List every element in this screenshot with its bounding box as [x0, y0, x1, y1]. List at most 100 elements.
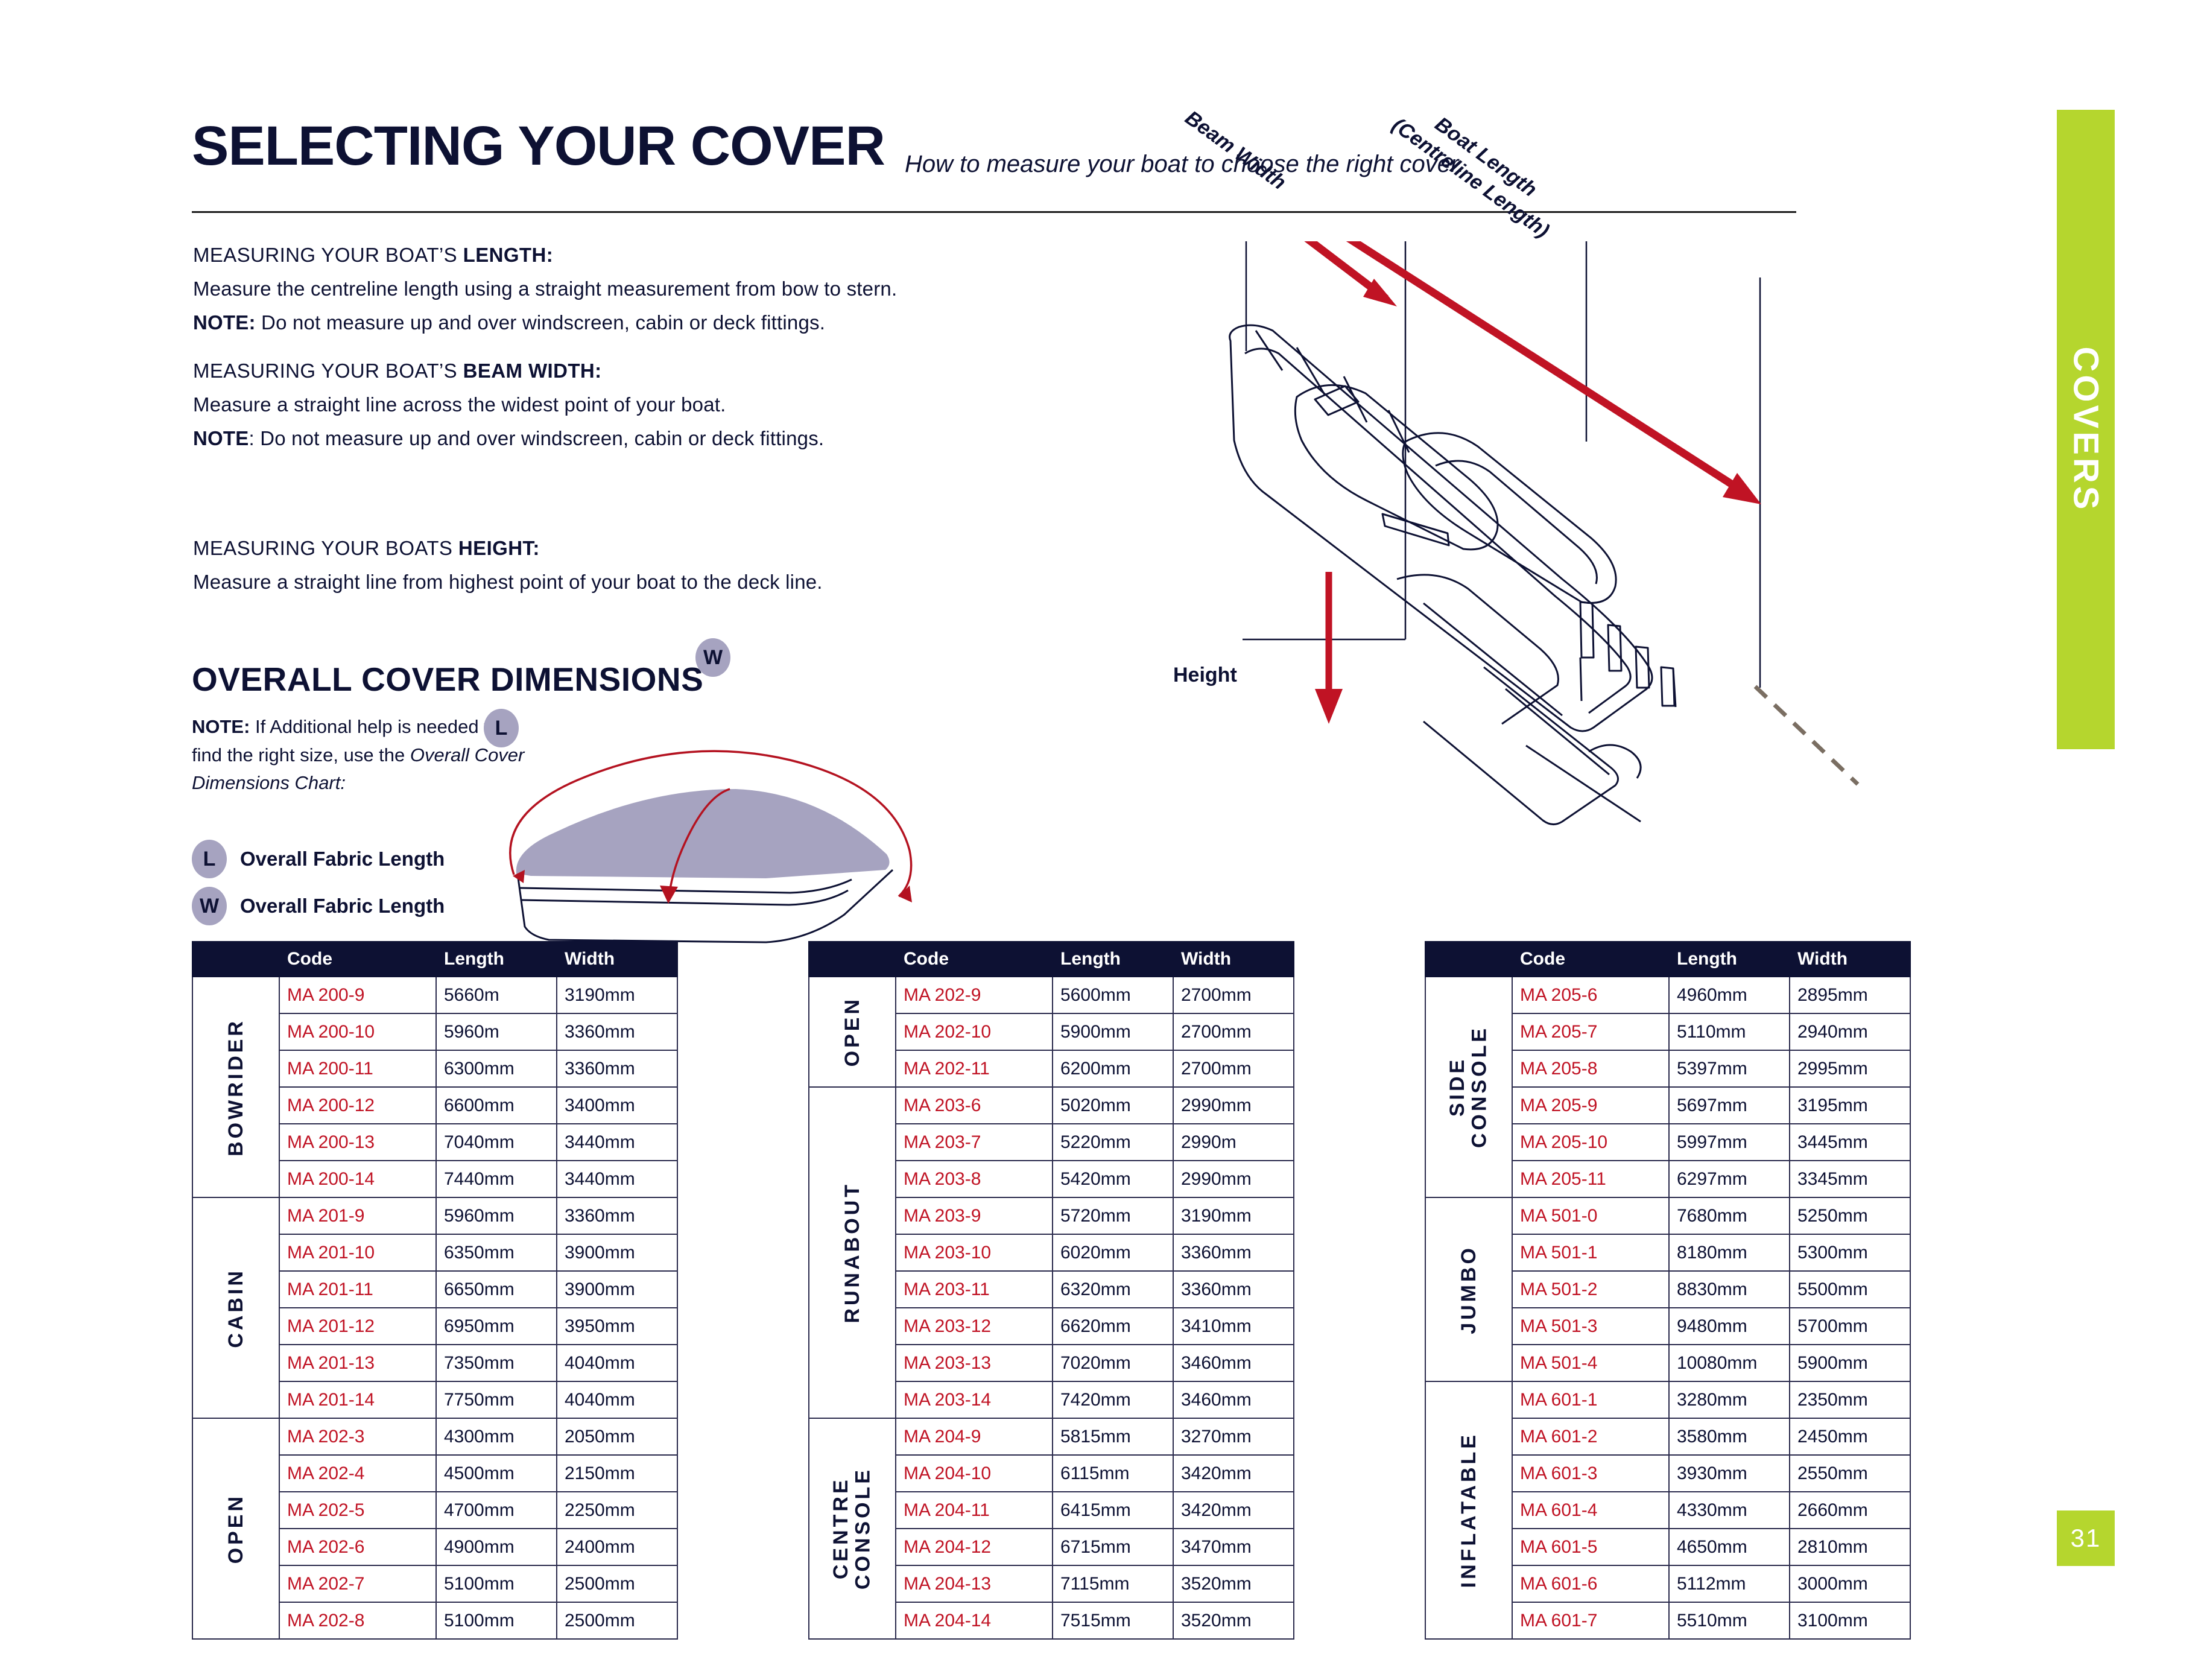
- cell-width: 2895mm: [1789, 976, 1911, 1014]
- column-header-length: Length: [1052, 941, 1174, 977]
- table-row[interactable]: MA 203-8 5420mm 2990mm: [809, 1160, 1294, 1198]
- table-header-row: Code Length Width: [192, 941, 678, 977]
- table-row[interactable]: MA 205-9 5697mm 3195mm: [1425, 1086, 1911, 1124]
- category-label: SIDE CONSOLE: [1446, 1025, 1491, 1149]
- table-row[interactable]: MA 601-5 4650mm 2810mm: [1425, 1528, 1911, 1566]
- dimensions-table-side-console-jumbo-inflatable: Code Length Width SIDE CONSOLE MA 205-6 4960m…: [1425, 941, 1911, 1640]
- table-row[interactable]: MA 204-10 6115mm 3420mm: [809, 1454, 1294, 1492]
- cell-width: 2500mm: [556, 1565, 678, 1603]
- table-row[interactable]: BOWRIDER MA 200-9 5660m 3190mm: [192, 976, 678, 1198]
- table: Code Length Width OPEN MA 202-9 5600mm 2700mm M…: [808, 941, 1294, 1640]
- table-row[interactable]: OPEN MA 202-3 4300mm 2050mm: [192, 1418, 678, 1640]
- table-row[interactable]: INFLATABLE MA 601-1 3280mm 2350mm: [1425, 1381, 1911, 1640]
- cell-code: MA 200-14: [279, 1160, 437, 1198]
- boat-cover-illustration: L W: [484, 638, 941, 947]
- measuring-length-block: MEASURING YOUR BOAT’S LENGTH: Measure th…: [193, 244, 1037, 334]
- hull-line-1: [519, 878, 852, 894]
- table-row[interactable]: MA 501-1 8180mm 5300mm: [1425, 1234, 1911, 1272]
- cell-length: 5960mm: [435, 1197, 557, 1235]
- cell-code: MA 203-6: [895, 1086, 1053, 1124]
- cell-width: 3270mm: [1173, 1418, 1294, 1456]
- table-row[interactable]: MA 601-6 5112mm 3000mm: [1425, 1565, 1911, 1603]
- cell-length: 5112mm: [1668, 1565, 1790, 1603]
- cell-width: 2400mm: [556, 1528, 678, 1566]
- table-row[interactable]: MA 202-8 5100mm 2500mm: [192, 1602, 678, 1640]
- table-row[interactable]: MA 202-5 4700mm 2250mm: [192, 1491, 678, 1529]
- table-row[interactable]: JUMBO MA 501-0 7680mm 5250mm: [1425, 1197, 1911, 1382]
- cell-code: MA 204-14: [895, 1602, 1053, 1640]
- table-row[interactable]: MA 205-11 6297mm 3345mm: [1425, 1160, 1911, 1198]
- table-row[interactable]: MA 200-11 6300mm 3360mm: [192, 1050, 678, 1088]
- table-row[interactable]: MA 202-6 4900mm 2400mm: [192, 1528, 678, 1566]
- legend-item-length: L Overall Fabric Length: [192, 840, 445, 878]
- table-row[interactable]: OPEN MA 202-9 5600mm 2700mm: [808, 976, 1294, 1088]
- table-row[interactable]: RUNABOUT MA 203-6 5020mm 2990mm: [808, 1086, 1294, 1419]
- category-label: CABIN: [224, 1267, 247, 1348]
- table-row[interactable]: MA 205-10 5997mm 3445mm: [1425, 1123, 1911, 1161]
- table-row[interactable]: MA 501-2 8830mm 5500mm: [1425, 1270, 1911, 1308]
- table-row[interactable]: SIDE CONSOLE MA 205-6 4960mm 2895mm: [1425, 976, 1911, 1198]
- cell-length: 7350mm: [435, 1344, 557, 1382]
- table-row[interactable]: MA 204-11 6415mm 3420mm: [809, 1491, 1294, 1529]
- table-row[interactable]: MA 203-13 7020mm 3460mm: [809, 1344, 1294, 1382]
- table-row[interactable]: MA 201-12 6950mm 3950mm: [192, 1307, 678, 1345]
- cell-width: 3460mm: [1173, 1344, 1294, 1382]
- cell-length: 5100mm: [435, 1602, 557, 1640]
- table-row[interactable]: MA 201-11 6650mm 3900mm: [192, 1270, 678, 1308]
- cell-width: 5250mm: [1789, 1197, 1911, 1235]
- table-row[interactable]: MA 203-11 6320mm 3360mm: [809, 1270, 1294, 1308]
- table-row[interactable]: MA 200-12 6600mm 3400mm: [192, 1086, 678, 1124]
- illustration-badge-l-icon: L: [484, 709, 519, 747]
- table-row[interactable]: MA 205-8 5397mm 2995mm: [1425, 1050, 1911, 1088]
- table-row[interactable]: MA 201-13 7350mm 4040mm: [192, 1344, 678, 1382]
- table-row[interactable]: MA 204-13 7115mm 3520mm: [809, 1565, 1294, 1603]
- table-row[interactable]: CENTRE CONSOLE MA 204-9 5815mm 3270mm: [808, 1418, 1294, 1640]
- cell-length: 6300mm: [435, 1050, 557, 1088]
- boat-measurement-illustration: Beam Width Boat Length (Centreline Lengt…: [1126, 93, 1864, 881]
- table-row[interactable]: CABIN MA 201-9 5960mm 3360mm: [192, 1197, 678, 1419]
- table-row[interactable]: MA 601-4 4330mm 2660mm: [1425, 1491, 1911, 1529]
- table-row[interactable]: MA 200-14 7440mm 3440mm: [192, 1160, 678, 1198]
- table-row[interactable]: MA 203-9 5720mm 3190mm: [809, 1197, 1294, 1235]
- table-row[interactable]: MA 204-12 6715mm 3470mm: [809, 1528, 1294, 1566]
- cell-width: 3420mm: [1173, 1491, 1294, 1529]
- table-row[interactable]: MA 202-11 6200mm 2700mm: [809, 1050, 1294, 1088]
- table-row[interactable]: MA 202-4 4500mm 2150mm: [192, 1454, 678, 1492]
- category-cell: RUNABOUT: [808, 1086, 896, 1419]
- table-row[interactable]: MA 201-10 6350mm 3900mm: [192, 1234, 678, 1272]
- cell-length: 6200mm: [1052, 1050, 1174, 1088]
- cell-length: 6600mm: [435, 1086, 557, 1124]
- table-row[interactable]: MA 601-3 3930mm 2550mm: [1425, 1454, 1911, 1492]
- cell-length: 6415mm: [1052, 1491, 1174, 1529]
- table-row[interactable]: MA 601-2 3580mm 2450mm: [1425, 1418, 1911, 1456]
- table-row[interactable]: MA 203-10 6020mm 3360mm: [809, 1234, 1294, 1272]
- table-row[interactable]: MA 201-14 7750mm 4040mm: [192, 1381, 678, 1419]
- overall-cover-dimensions-note: NOTE: If Additional help is needed to fi…: [192, 716, 525, 793]
- table-row[interactable]: MA 501-4 10080mm 5900mm: [1425, 1344, 1911, 1382]
- cover-fabric-shape: [516, 789, 890, 878]
- table-row[interactable]: MA 203-12 6620mm 3410mm: [809, 1307, 1294, 1345]
- table-row[interactable]: MA 203-7 5220mm 2990m: [809, 1123, 1294, 1161]
- cell-code: MA 601-2: [1512, 1418, 1670, 1456]
- table-row[interactable]: MA 202-10 5900mm 2700mm: [809, 1013, 1294, 1051]
- cell-code: MA 203-7: [895, 1123, 1053, 1161]
- category-label: CENTRE CONSOLE: [829, 1467, 875, 1590]
- cell-length: 5697mm: [1668, 1086, 1790, 1124]
- cell-code: MA 501-2: [1512, 1270, 1670, 1308]
- cell-code: MA 205-7: [1512, 1013, 1670, 1051]
- table-row[interactable]: MA 204-14 7515mm 3520mm: [809, 1602, 1294, 1640]
- cell-code: MA 204-12: [895, 1528, 1053, 1566]
- cell-width: 2150mm: [556, 1454, 678, 1492]
- table-row[interactable]: MA 200-10 5960m 3360mm: [192, 1013, 678, 1051]
- cell-width: 3100mm: [1789, 1602, 1911, 1640]
- table-row[interactable]: MA 501-3 9480mm 5700mm: [1425, 1307, 1911, 1345]
- table-row[interactable]: MA 202-7 5100mm 2500mm: [192, 1565, 678, 1603]
- height-label: Height: [1173, 664, 1237, 686]
- table-row[interactable]: MA 200-13 7040mm 3440mm: [192, 1123, 678, 1161]
- boat-measurement-svg: [1126, 93, 1860, 825]
- cell-code: MA 202-11: [895, 1050, 1053, 1088]
- table-row[interactable]: MA 203-14 7420mm 3460mm: [809, 1381, 1294, 1419]
- table-row[interactable]: MA 601-7 5510mm 3100mm: [1425, 1602, 1911, 1640]
- measuring-length-body: Measure the centreline length using a st…: [193, 277, 898, 300]
- table-row[interactable]: MA 205-7 5110mm 2940mm: [1425, 1013, 1911, 1051]
